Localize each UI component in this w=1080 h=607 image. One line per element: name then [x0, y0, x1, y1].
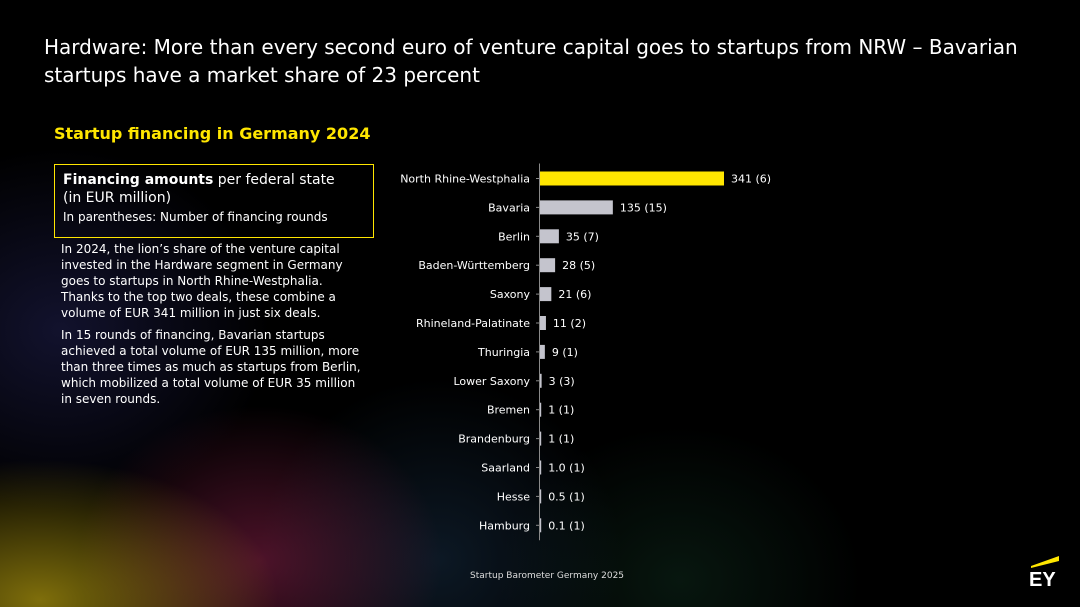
category-label-lower-saxony: Lower Saxony: [453, 375, 530, 388]
category-label-berlin: Berlin: [498, 230, 530, 243]
bar-brandenburg: [540, 431, 542, 446]
bar-north-rhine-westphalia: [540, 171, 724, 186]
value-label-brandenburg: 1 (1): [548, 433, 574, 446]
headline: Hardware: More than every second euro of…: [44, 35, 1018, 87]
category-label-hesse: Hesse: [497, 490, 531, 503]
value-label-hesse: 0.5 (1): [548, 490, 585, 503]
category-label-bremen: Bremen: [487, 404, 530, 417]
value-label-hamburg: 0.1 (1): [548, 519, 585, 532]
bar-thuringia: [540, 344, 545, 359]
category-label-baden-w-rttemberg: Baden-Württemberg: [418, 259, 530, 272]
legend-box: Financing amounts per federal state (in …: [54, 164, 374, 238]
value-label-lower-saxony: 3 (3): [549, 375, 575, 388]
bar-hamburg: [540, 518, 542, 533]
value-label-rhineland-palatinate: 11 (2): [553, 317, 586, 330]
body-paragraph-1: In 2024, the lion’s share of the venture…: [61, 242, 343, 320]
category-label-saarland: Saarland: [481, 462, 530, 475]
bar-saxony: [540, 287, 552, 302]
value-label-bavaria: 135 (15): [620, 201, 667, 214]
category-label-thuringia: Thuringia: [477, 346, 530, 359]
body-text: In 2024, the lion’s share of the venture…: [61, 241, 361, 413]
category-label-north-rhine-westphalia: North Rhine-Westphalia: [400, 173, 530, 186]
category-label-rhineland-palatinate: Rhineland-Palatinate: [416, 317, 530, 330]
bar-bavaria: [540, 200, 613, 215]
legend-rest: per federal state: [213, 172, 335, 188]
legend-bold: Financing amounts: [63, 172, 214, 188]
value-label-saxony: 21 (6): [558, 288, 591, 301]
body-paragraph-2: In 15 rounds of financing, Bavarian star…: [61, 328, 361, 406]
bar-hesse: [540, 489, 542, 504]
ey-logo-icon: EY: [1029, 556, 1059, 589]
value-label-thuringia: 9 (1): [552, 346, 578, 359]
bar-lower-saxony: [540, 373, 542, 388]
value-label-berlin: 35 (7): [566, 230, 599, 243]
category-label-brandenburg: Brandenburg: [458, 433, 530, 446]
category-label-bavaria: Bavaria: [488, 201, 530, 214]
legend-line-1: Financing amounts per federal state: [63, 171, 365, 189]
category-label-saxony: Saxony: [490, 288, 531, 301]
bar-rhineland-palatinate: [540, 316, 546, 330]
logo-text: EY: [1029, 569, 1056, 589]
footer-source: Startup Barometer Germany 2025: [470, 571, 625, 581]
bar-berlin: [540, 229, 559, 244]
bar-bremen: [540, 402, 542, 417]
legend-line-2: (in EUR million): [63, 190, 172, 206]
bar-saarland: [540, 460, 542, 475]
bar-baden-w-rttemberg: [540, 258, 556, 273]
legend-line-3: In parentheses: Number of financing roun…: [63, 210, 328, 224]
value-label-baden-w-rttemberg: 28 (5): [562, 259, 595, 272]
value-label-north-rhine-westphalia: 341 (6): [731, 173, 771, 186]
value-label-bremen: 1 (1): [548, 404, 574, 417]
chart-subtitle: Startup financing in Germany 2024: [54, 124, 371, 143]
value-label-saarland: 1.0 (1): [548, 462, 585, 475]
category-label-hamburg: Hamburg: [479, 519, 530, 532]
